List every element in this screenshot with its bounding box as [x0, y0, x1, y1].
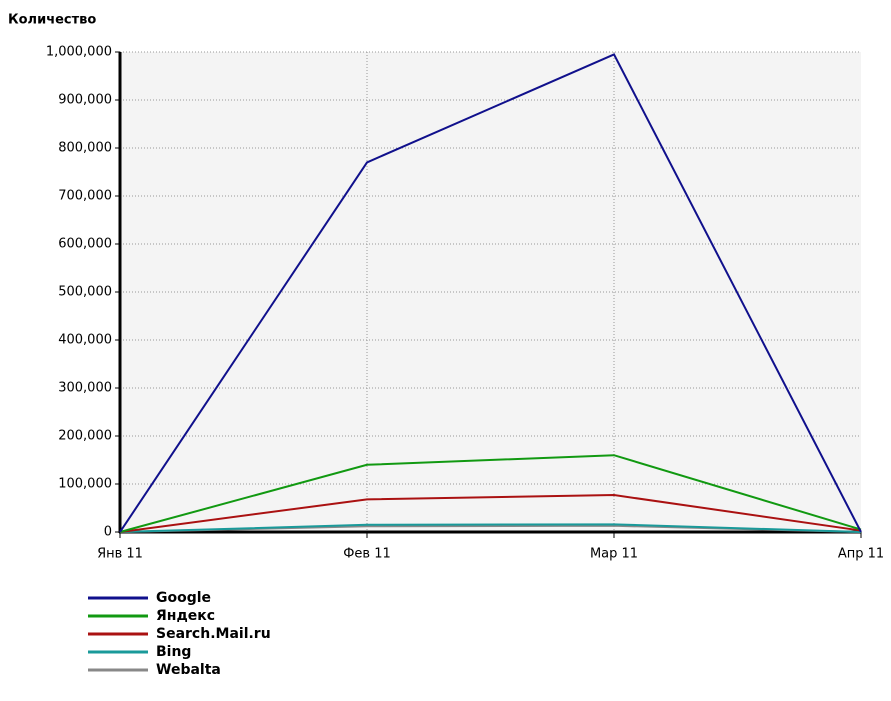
- legend-label: Google: [156, 590, 211, 606]
- y-axis-title: Количество: [8, 13, 96, 28]
- y-tick-label: 500,000: [58, 285, 112, 300]
- x-tick-label: Апр 11: [838, 547, 884, 562]
- legend-label: Bing: [156, 644, 191, 660]
- legend-label: Search.Mail.ru: [156, 626, 271, 642]
- y-tick-label: 200,000: [58, 429, 112, 444]
- y-tick-label: 700,000: [58, 189, 112, 204]
- series-line: [119, 523, 862, 533]
- legend-label: Webalta: [156, 662, 221, 678]
- y-tick-label: 300,000: [58, 381, 112, 396]
- y-tick-label: 600,000: [58, 237, 112, 252]
- x-tick-label: Янв 11: [97, 547, 143, 562]
- series-line: [119, 494, 862, 533]
- x-tick-label: Мар 11: [590, 547, 638, 562]
- y-tick-label: 900,000: [58, 93, 112, 108]
- y-tick-label: 400,000: [58, 333, 112, 348]
- y-tick-label: 0: [104, 525, 112, 540]
- y-tick-label: 800,000: [58, 141, 112, 156]
- series-line: [119, 53, 862, 533]
- y-tick-label: 1,000,000: [46, 45, 112, 60]
- x-tick-label: Фев 11: [343, 547, 391, 562]
- y-tick-label: 100,000: [58, 477, 112, 492]
- series-line: [119, 454, 862, 533]
- legend-label: Яндекс: [156, 608, 215, 624]
